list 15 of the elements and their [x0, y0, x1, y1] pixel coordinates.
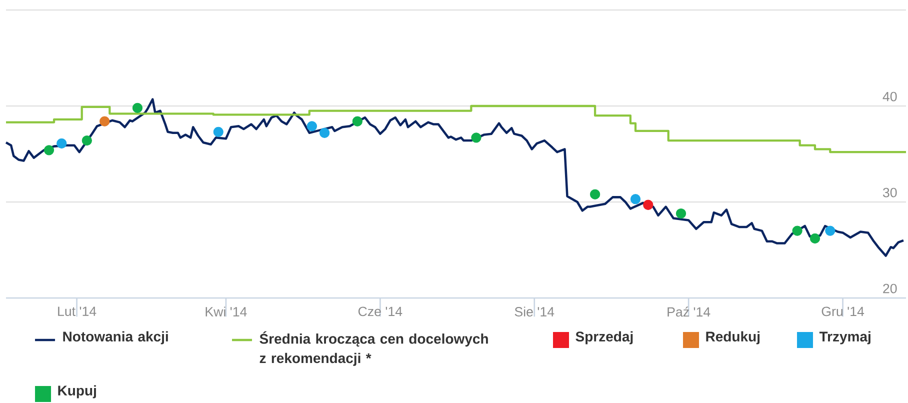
x-tick-label: Cze '14	[358, 306, 402, 316]
x-tick-label: Paź '14	[668, 306, 710, 317]
legend-label: Trzymaj	[819, 331, 870, 344]
x-tick-label: Sie '14	[514, 306, 554, 316]
legend-label: Sprzedaj	[576, 331, 633, 344]
y-tick-label: 40	[882, 92, 897, 102]
x-tick-label: Gru '14	[822, 306, 864, 316]
legend-label: Średnia krocząca cen docelowych z rekomendacji *	[260, 331, 488, 366]
legend-label: Notowania akcji	[63, 331, 168, 344]
y-tick-label: 30	[882, 188, 897, 198]
y-tick-label: 20	[883, 284, 897, 294]
x-tick-label: Kwi '14	[206, 306, 247, 316]
legend-label: Kupuj	[58, 385, 96, 398]
legend-label: Redukuj	[706, 331, 760, 344]
x-tick-label: Lut '14	[58, 306, 96, 316]
